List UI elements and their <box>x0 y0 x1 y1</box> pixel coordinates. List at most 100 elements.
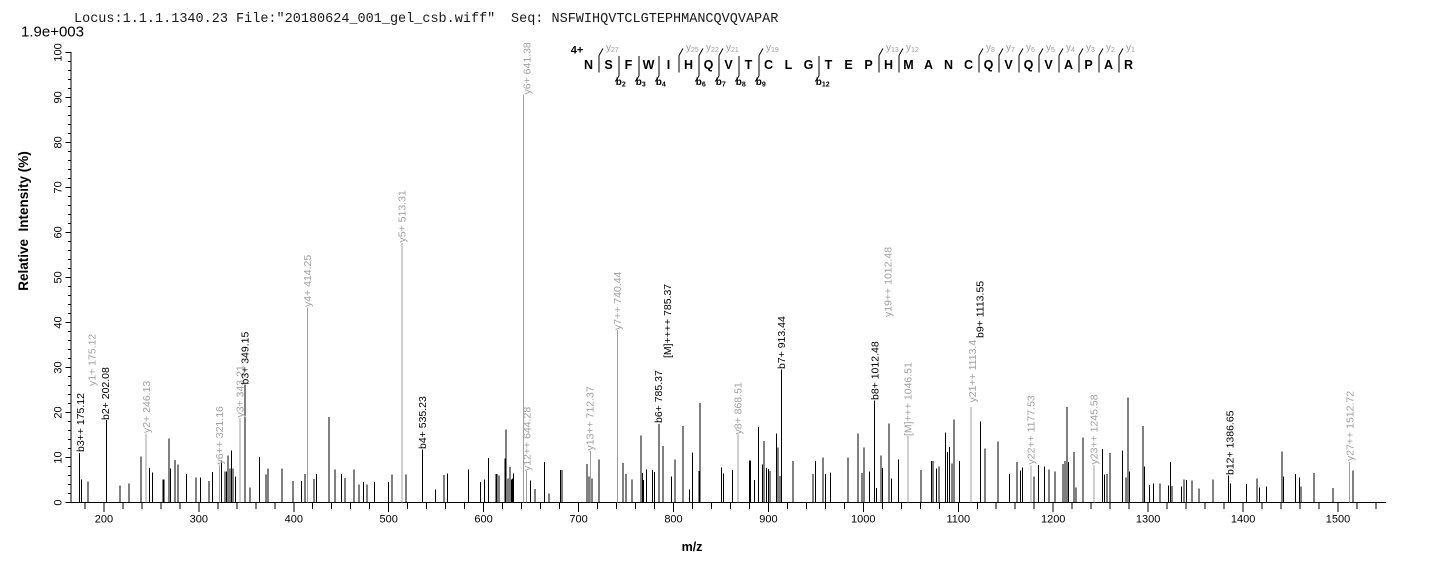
svg-text:P: P <box>864 58 872 72</box>
svg-text:N: N <box>584 58 593 72</box>
svg-text:V: V <box>1004 58 1013 72</box>
svg-text:y2+ 246.13: y2+ 246.13 <box>141 381 153 433</box>
svg-text:y5+ 513.31: y5+ 513.31 <box>397 190 409 242</box>
svg-text:0: 0 <box>53 499 65 505</box>
svg-text:90: 90 <box>53 91 65 103</box>
svg-text:b7: b7 <box>716 77 726 89</box>
svg-text:[M]+++ 1046.51: [M]+++ 1046.51 <box>902 362 914 436</box>
svg-text:y6: y6 <box>1026 43 1035 55</box>
svg-text:1500: 1500 <box>1326 514 1350 526</box>
svg-text:F: F <box>625 58 633 72</box>
svg-text:y3: y3 <box>1086 43 1095 55</box>
svg-text:500: 500 <box>380 514 398 526</box>
svg-text:Locus:1.1.1.1340.23 File:"2018: Locus:1.1.1.1340.23 File:"20180624_001_g… <box>74 12 495 27</box>
svg-text:T: T <box>825 58 833 72</box>
svg-text:b9: b9 <box>756 77 766 89</box>
svg-text:Seq: NSFWIHQVTCLGTEPHMANCQVQVA: Seq: NSFWIHQVTCLGTEPHMANCQVQVAPAR <box>511 12 778 27</box>
svg-text:y8+ 868.51: y8+ 868.51 <box>732 382 744 434</box>
svg-text:80: 80 <box>53 136 65 148</box>
svg-text:200: 200 <box>95 514 113 526</box>
svg-text:b8: b8 <box>736 77 746 89</box>
svg-text:y6++ 321.16: y6++ 321.16 <box>214 406 226 465</box>
svg-text:y12++ 644.28: y12++ 644.28 <box>522 407 534 471</box>
svg-text:y6+ 641.38: y6+ 641.38 <box>522 42 534 94</box>
svg-text:600: 600 <box>474 514 492 526</box>
svg-text:y2: y2 <box>1106 43 1115 55</box>
svg-text:b8+ 1012.48: b8+ 1012.48 <box>869 341 881 400</box>
svg-text:H: H <box>884 58 893 72</box>
svg-text:70: 70 <box>53 181 65 193</box>
svg-text:[M]++++ 785.37: [M]++++ 785.37 <box>662 284 674 358</box>
svg-text:C: C <box>764 58 773 72</box>
svg-text:b3: b3 <box>636 77 646 89</box>
svg-text:b12+ 1386.65: b12+ 1386.65 <box>1225 410 1237 475</box>
svg-text:V: V <box>724 58 733 72</box>
svg-text:y13++ 712.37: y13++ 712.37 <box>585 386 597 450</box>
svg-text:P: P <box>1084 58 1092 72</box>
svg-text:I: I <box>667 58 670 72</box>
svg-text:y7++ 740.44: y7++ 740.44 <box>612 271 624 330</box>
svg-text:y27++ 1512.72: y27++ 1512.72 <box>1344 391 1356 461</box>
svg-text:20: 20 <box>53 406 65 418</box>
svg-text:b4+ 535.23: b4+ 535.23 <box>417 396 429 449</box>
svg-text:900: 900 <box>759 514 777 526</box>
svg-text:S: S <box>604 58 612 72</box>
svg-text:N: N <box>944 58 953 72</box>
svg-text:Q: Q <box>704 58 714 72</box>
svg-text:y13: y13 <box>886 43 899 55</box>
svg-text:y22: y22 <box>706 43 719 55</box>
svg-text:Relative Intensity (%): Relative Intensity (%) <box>16 151 31 291</box>
svg-text:y22++ 1177.53: y22++ 1177.53 <box>1025 395 1037 464</box>
svg-text:b3++ 175.12: b3++ 175.12 <box>75 393 87 452</box>
svg-text:400: 400 <box>285 514 303 526</box>
svg-text:1200: 1200 <box>1041 514 1065 526</box>
svg-text:b6+ 785.37: b6+ 785.37 <box>653 370 665 423</box>
svg-text:b12: b12 <box>816 77 830 89</box>
svg-text:1400: 1400 <box>1231 514 1255 526</box>
svg-text:Q: Q <box>984 58 994 72</box>
svg-text:E: E <box>844 58 852 72</box>
svg-text:y25: y25 <box>686 43 699 55</box>
svg-text:50: 50 <box>53 271 65 283</box>
svg-text:y4+ 414.25: y4+ 414.25 <box>302 255 314 307</box>
svg-text:y4: y4 <box>1066 43 1075 55</box>
svg-text:y27: y27 <box>606 43 619 55</box>
svg-text:100: 100 <box>53 43 65 61</box>
svg-text:y7: y7 <box>1006 43 1015 55</box>
svg-text:y19: y19 <box>766 43 779 55</box>
svg-text:A: A <box>1064 58 1073 72</box>
svg-text:b3+ 349.15: b3+ 349.15 <box>239 331 251 384</box>
svg-text:10: 10 <box>53 451 65 463</box>
svg-text:Q: Q <box>1024 58 1034 72</box>
svg-text:y21: y21 <box>726 43 739 55</box>
svg-text:L: L <box>785 58 793 72</box>
svg-text:A: A <box>924 58 933 72</box>
svg-text:M: M <box>903 58 913 72</box>
svg-text:R: R <box>1124 58 1133 72</box>
svg-text:b9+ 1113.55: b9+ 1113.55 <box>974 281 986 338</box>
svg-text:1100: 1100 <box>946 514 970 526</box>
svg-text:700: 700 <box>569 514 587 526</box>
svg-text:300: 300 <box>190 514 208 526</box>
svg-text:y21++ 1113.4: y21++ 1113.4 <box>967 340 979 403</box>
svg-text:T: T <box>745 58 753 72</box>
svg-text:y8: y8 <box>986 43 995 55</box>
svg-text:y1: y1 <box>1126 43 1135 55</box>
svg-text:30: 30 <box>53 361 65 373</box>
svg-text:b2+ 202.08: b2+ 202.08 <box>100 367 112 420</box>
svg-text:b7+ 913.44: b7+ 913.44 <box>776 316 788 369</box>
svg-text:W: W <box>643 58 655 72</box>
svg-text:C: C <box>964 58 973 72</box>
svg-text:60: 60 <box>53 226 65 238</box>
svg-text:V: V <box>1044 58 1053 72</box>
svg-text:G: G <box>804 58 814 72</box>
svg-text:A: A <box>1104 58 1113 72</box>
svg-text:y12: y12 <box>906 43 919 55</box>
svg-text:4+: 4+ <box>571 45 584 57</box>
svg-text:y3+ 343.21: y3+ 343.21 <box>235 365 247 417</box>
svg-text:y5: y5 <box>1046 43 1055 55</box>
svg-text:b6: b6 <box>696 77 706 89</box>
svg-text:800: 800 <box>664 514 682 526</box>
svg-text:1.9e+003: 1.9e+003 <box>21 24 84 41</box>
svg-text:m/z: m/z <box>682 540 703 554</box>
